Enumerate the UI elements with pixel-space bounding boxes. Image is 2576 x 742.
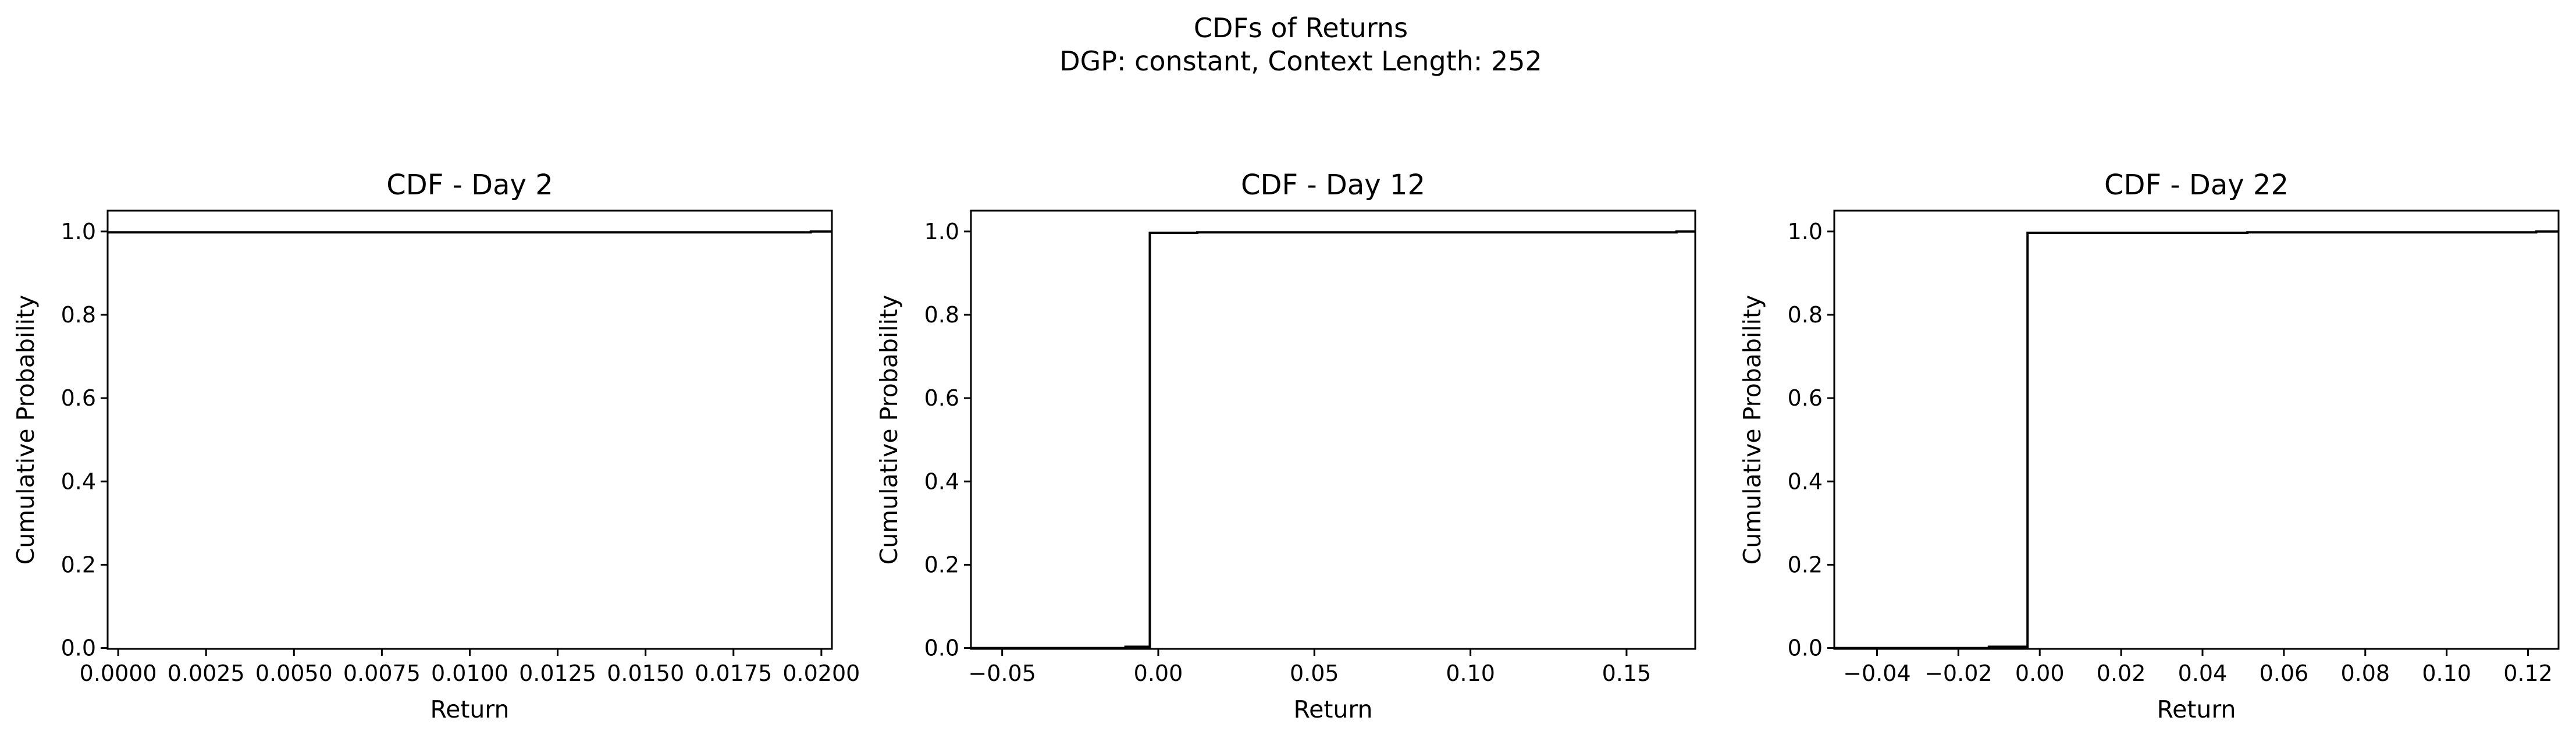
y-tick-label: 0.4: [924, 468, 959, 494]
y-tick-label: 0.8: [1788, 302, 1823, 328]
x-tick-label: 0.0025: [168, 661, 245, 686]
x-tick-label: 0.0175: [695, 661, 772, 686]
x-tick-label: 0.0050: [255, 661, 333, 686]
subplot-title: CDF - Day 22: [2104, 169, 2289, 201]
y-axis-label: Cumulative Probability: [12, 295, 40, 565]
y-tick-label: 0.4: [1788, 468, 1823, 494]
axes-frame: [1833, 210, 2560, 650]
subplot-panels: 0.00.20.40.60.81.00.0000 0.0025 0.0050 0.00…: [12, 169, 2560, 723]
x-tick-label: 0.0075: [343, 661, 421, 686]
y-tick-label: 0.2: [924, 552, 959, 577]
subplot-2: 0.0 0.2 0.4 0.6 0.8 1.0 −0.05 0.00 0.05 0.10 0.15 C…: [875, 169, 1696, 723]
x-tick-label: 0.0125: [519, 661, 596, 686]
x-tick-label: −0.02: [1924, 661, 1992, 686]
y-axis-label: Cumulative Probability: [1738, 295, 1766, 565]
y-tick-label: 1.0: [1788, 219, 1823, 244]
subplot-title: CDF - Day 2: [386, 169, 553, 201]
y-tick-label: 0.6: [61, 385, 96, 411]
y-tick-label: 0.2: [61, 552, 96, 577]
figure-subtitle: DGP: constant, Context Length: 252: [1059, 45, 1542, 77]
y-tick-label: 0.8: [61, 302, 96, 328]
y-tick-label: 0.8: [924, 302, 959, 328]
x-tick-label: 0.0150: [607, 661, 684, 686]
y-tick-label: 1.0: [61, 219, 96, 244]
x-tick-label: 0.0000: [80, 661, 157, 686]
y-tick-label: 0.0: [1788, 636, 1823, 661]
x-tick-label: 0.12: [2503, 661, 2553, 686]
y-tick-label: 0.2: [1788, 552, 1823, 577]
cdf-line: [1834, 230, 2559, 649]
y-tick-label: 0.0: [924, 636, 959, 661]
x-tick-label: 0.10: [2422, 661, 2471, 686]
x-tick-label: 0.0100: [431, 661, 508, 686]
x-tick-label: 0.02: [2097, 661, 2146, 686]
cdf-line: [971, 230, 1695, 649]
x-tick-label: 0.00: [1134, 661, 1183, 686]
x-tick-label: 0.05: [1290, 661, 1339, 686]
y-tick-label: 0.0: [61, 636, 96, 661]
subplot-title: CDF - Day 12: [1241, 169, 1425, 201]
x-axis-label: Return: [1293, 695, 1372, 723]
axes-frame: [970, 210, 1696, 650]
x-tick-label: 0.04: [2178, 661, 2228, 686]
x-tick-label: 0.00: [2015, 661, 2065, 686]
y-tick-label: 0.6: [1788, 385, 1823, 411]
x-axis-label: Return: [2157, 695, 2236, 723]
x-tick-label: 0.0200: [782, 661, 860, 686]
x-tick-label: 0.06: [2260, 661, 2309, 686]
y-axis-label: Cumulative Probability: [875, 295, 903, 565]
y-tick-label: 0.6: [924, 385, 959, 411]
x-tick-label: 0.08: [2340, 661, 2390, 686]
x-tick-label: −0.05: [968, 661, 1036, 686]
x-tick-label: 0.10: [1446, 661, 1495, 686]
x-tick-label: −0.04: [1843, 661, 1910, 686]
x-axis-label: Return: [430, 695, 509, 723]
subplot-3: 0.0 0.2 0.4 0.6 0.8 1.0 −0.04 −0.02 0.00 0.02 0.04…: [1738, 169, 2560, 723]
figure-title: CDFs of Returns: [1194, 12, 1408, 44]
y-tick-label: 1.0: [924, 219, 959, 244]
y-tick-label: 0.4: [61, 468, 96, 494]
subplot-1: 0.0 0.2 0.4 0.6 0.8 1.0 0.0000 0.0025 0.0050 0.00…: [12, 169, 860, 723]
x-tick-label: 0.15: [1602, 661, 1652, 686]
